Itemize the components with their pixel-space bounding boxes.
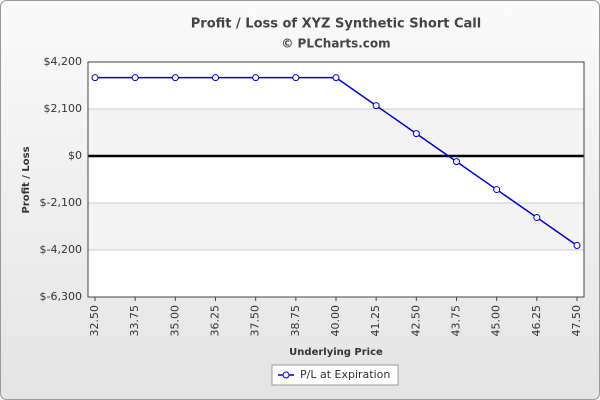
y-tick-label: $2,100 (44, 102, 83, 115)
x-tick-label: 33.75 (128, 305, 141, 337)
legend-marker (282, 371, 290, 379)
data-point (372, 102, 380, 110)
data-point (573, 242, 581, 250)
x-axis-label: Underlying Price (289, 347, 383, 358)
y-tick-label: $4,200 (44, 55, 83, 68)
y-tick-label: $0 (68, 149, 82, 162)
data-point (252, 74, 260, 82)
data-point (453, 158, 460, 166)
x-tick-label: 41.25 (369, 305, 382, 337)
legend-box (271, 364, 399, 386)
x-tick-label: 38.75 (289, 305, 302, 337)
x-tick-label: 46.25 (530, 305, 543, 337)
data-point (533, 214, 541, 222)
x-tick-label: 37.50 (249, 305, 262, 337)
data-point (493, 186, 501, 194)
y-tick-label: $-4,200 (40, 243, 82, 256)
chart-subtitle: © PLCharts.com (281, 37, 390, 51)
grid-band (88, 109, 584, 156)
grid-band (88, 203, 584, 250)
x-tick-label: 40.00 (329, 305, 342, 337)
data-point (131, 74, 139, 82)
x-tick-label: 32.50 (88, 305, 101, 337)
x-tick-label: 43.75 (450, 305, 463, 337)
data-point (332, 74, 340, 82)
plot-area (88, 62, 584, 297)
x-tick-label: 42.50 (409, 305, 422, 337)
data-point (212, 74, 219, 82)
data-point (91, 74, 99, 82)
data-point (171, 74, 179, 82)
y-axis-label: Profit / Loss (21, 146, 32, 213)
x-tick-label: 47.50 (570, 305, 583, 337)
y-tick-label: $-6,300 (40, 290, 82, 303)
x-tick-label: 45.00 (490, 305, 503, 337)
chart-title: Profit / Loss of XYZ Synthetic Short Cal… (191, 17, 481, 32)
x-tick-label: 36.25 (209, 305, 222, 337)
x-tick-label: 35.00 (168, 305, 181, 337)
y-tick-label: $-2,100 (40, 196, 82, 209)
data-point (292, 74, 300, 82)
data-point (412, 130, 420, 138)
legend-label: P/L at Expiration (300, 368, 390, 381)
